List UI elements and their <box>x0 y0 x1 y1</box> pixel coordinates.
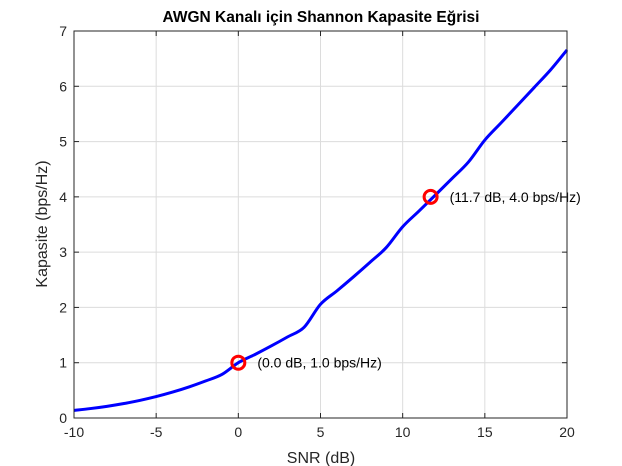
x-tick-label: 10 <box>395 424 411 440</box>
marker-annotation: (0.0 dB, 1.0 bps/Hz) <box>257 355 382 371</box>
y-tick-label: 1 <box>59 355 67 371</box>
y-axis-label: Kapasite (bps/Hz) <box>34 160 51 287</box>
highlight-marker <box>230 354 247 371</box>
x-tick-label: 5 <box>317 424 325 440</box>
y-tick-label: 6 <box>59 78 67 94</box>
highlight-marker <box>422 188 439 205</box>
y-tick-label: 7 <box>59 23 67 39</box>
x-tick-label: 0 <box>234 424 242 440</box>
x-tick-label: -5 <box>150 424 163 440</box>
x-axis-label: SNR (dB) <box>287 450 355 466</box>
y-tick-label: 2 <box>59 299 67 315</box>
y-tick-label: 0 <box>59 410 67 426</box>
x-tick-label: -10 <box>64 424 84 440</box>
chart-title: AWGN Kanalı için Shannon Kapasite Eğrisi <box>163 9 480 26</box>
y-tick-label: 5 <box>59 134 67 150</box>
series-layer <box>73 48 569 412</box>
marker-layer: (0.0 dB, 1.0 bps/Hz) (11.7 dB, 4.0 bps/Hz… <box>230 188 581 371</box>
ticks: -10 -5 0 5 10 15 20 0 1 2 3 4 5 6 7 <box>59 23 575 440</box>
capacity-curve-line <box>73 48 569 412</box>
y-tick-label: 3 <box>59 244 67 260</box>
x-tick-label: 15 <box>477 424 493 440</box>
y-tick-label: 4 <box>59 189 67 205</box>
marker-annotation: (11.7 dB, 4.0 bps/Hz) <box>450 189 581 205</box>
x-tick-label: 20 <box>559 424 575 440</box>
grid-lines <box>74 31 567 418</box>
plot-area: (0.0 dB, 1.0 bps/Hz) (11.7 dB, 4.0 bps/Hz… <box>59 23 581 440</box>
